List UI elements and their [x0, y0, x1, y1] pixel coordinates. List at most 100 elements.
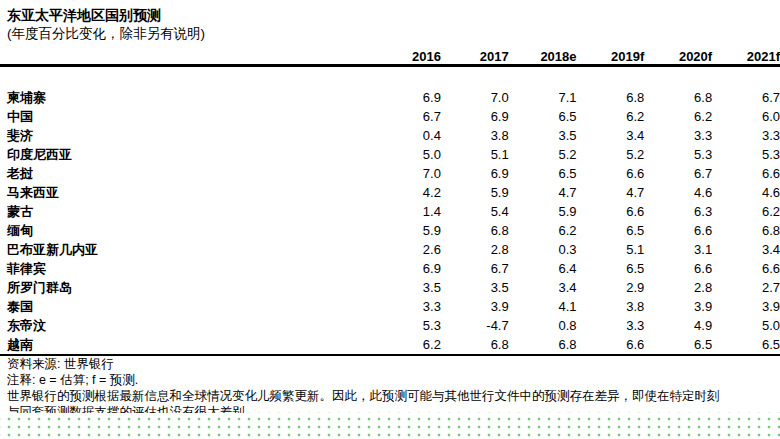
value-cell: 6.8 [441, 221, 509, 240]
country-name: 中国 [0, 107, 373, 126]
value-cell: 3.9 [644, 297, 712, 316]
value-cell: 6.2 [577, 107, 645, 126]
value-cell: 7.0 [441, 66, 509, 108]
country-name: 菲律宾 [0, 259, 373, 278]
disclaimer-line-2-clipped: 与同套预测数据支撑的评估也没有很大差别 [7, 404, 780, 413]
country-name: 泰国 [0, 297, 373, 316]
value-cell: 6.5 [644, 335, 712, 355]
value-cell: 6.2 [644, 107, 712, 126]
value-cell: 1.4 [373, 202, 441, 221]
value-cell: 3.8 [441, 126, 509, 145]
country-name: 印度尼西亚 [0, 145, 373, 164]
value-cell: 6.7 [712, 66, 780, 108]
value-cell: 5.3 [644, 145, 712, 164]
value-cell: 6.7 [644, 164, 712, 183]
value-cell: 3.3 [577, 316, 645, 335]
table-row: 越南6.26.86.86.66.56.5 [0, 335, 780, 355]
value-cell: 6.8 [577, 66, 645, 108]
value-cell: 5.1 [577, 240, 645, 259]
footnotes: 资料来源: 世界银行 注释: e = 估算; f = 预测. 世界银行的预测根据… [7, 356, 780, 413]
value-cell: 6.6 [712, 259, 780, 278]
value-cell: 6.9 [441, 107, 509, 126]
value-cell: 6.9 [373, 66, 441, 108]
value-cell: 6.2 [373, 335, 441, 355]
value-cell: 5.0 [373, 145, 441, 164]
value-cell: 6.6 [577, 335, 645, 355]
forecast-table: 201620172018e2019f2020f2021f 柬埔寨6.97.07.… [0, 43, 780, 356]
year-header: 2016 [373, 43, 441, 66]
country-name: 缅甸 [0, 221, 373, 240]
table-row: 巴布亚新几内亚2.62.80.35.13.13.4 [0, 240, 780, 259]
source-note: 资料来源: 世界银行 [7, 356, 780, 372]
legend-note: 注释: e = 估算; f = 预测. [7, 372, 780, 388]
value-cell: 5.9 [373, 221, 441, 240]
disclaimer-line-1: 世界银行的预测根据最新信息和全球情况变化儿频繁更新。因此，此预测可能与其他世行文… [7, 388, 780, 404]
value-cell: 3.4 [577, 126, 645, 145]
table-row: 菲律宾6.96.76.46.56.66.6 [0, 259, 780, 278]
value-cell: 6.8 [712, 221, 780, 240]
value-cell: 3.3 [373, 297, 441, 316]
report-page: 东亚太平洋地区国别预测 (年度百分比变化，除非另有说明) 20162017201… [0, 0, 780, 439]
value-cell: 5.3 [373, 316, 441, 335]
value-cell: 5.4 [441, 202, 509, 221]
value-cell: 6.7 [441, 259, 509, 278]
value-cell: 6.0 [712, 107, 780, 126]
table-row: 中国6.76.96.56.26.26.0 [0, 107, 780, 126]
table-row: 所罗门群岛3.53.53.42.92.82.7 [0, 278, 780, 297]
value-cell: 4.7 [577, 183, 645, 202]
value-cell: 3.5 [509, 126, 577, 145]
year-header: 2020f [644, 43, 712, 66]
year-header: 2017 [441, 43, 509, 66]
value-cell: 2.9 [577, 278, 645, 297]
value-cell: 6.8 [509, 335, 577, 355]
table-row: 斐济0.43.83.53.43.33.3 [0, 126, 780, 145]
value-cell: 3.4 [712, 240, 780, 259]
table-body: 柬埔寨6.97.07.16.86.86.7中国6.76.96.56.26.26.… [0, 66, 780, 356]
value-cell: 5.9 [441, 183, 509, 202]
value-cell: 3.5 [373, 278, 441, 297]
value-cell: 5.2 [509, 145, 577, 164]
year-header: 2018e [509, 43, 577, 66]
value-cell: 2.6 [373, 240, 441, 259]
value-cell: 6.3 [644, 202, 712, 221]
value-cell: 3.8 [577, 297, 645, 316]
value-cell: 3.3 [644, 126, 712, 145]
page-subtitle: (年度百分比变化，除非另有说明) [7, 25, 780, 43]
value-cell: 5.2 [577, 145, 645, 164]
value-cell: 0.8 [509, 316, 577, 335]
country-name: 越南 [0, 335, 373, 355]
table-header-row: 201620172018e2019f2020f2021f [0, 43, 780, 66]
value-cell: 6.8 [644, 66, 712, 108]
green-dot-grid-pattern [0, 412, 780, 439]
country-name: 柬埔寨 [0, 66, 373, 108]
value-cell: 5.1 [441, 145, 509, 164]
value-cell: 2.7 [712, 278, 780, 297]
value-cell: 5.3 [712, 145, 780, 164]
country-name: 老挝 [0, 164, 373, 183]
table-row: 蒙古1.45.45.96.66.36.2 [0, 202, 780, 221]
value-cell: 6.8 [441, 335, 509, 355]
value-cell: 6.5 [712, 335, 780, 355]
page-title: 东亚太平洋地区国别预测 [7, 6, 780, 25]
value-cell: 6.5 [577, 221, 645, 240]
table-row: 柬埔寨6.97.07.16.86.86.7 [0, 66, 780, 108]
value-cell: 7.1 [509, 66, 577, 108]
table-row: 老挝7.06.96.56.66.76.6 [0, 164, 780, 183]
value-cell: 6.2 [509, 221, 577, 240]
value-cell: 4.6 [712, 183, 780, 202]
value-cell: 0.3 [509, 240, 577, 259]
value-cell: 6.5 [577, 259, 645, 278]
value-cell: 6.6 [712, 164, 780, 183]
value-cell: -4.7 [441, 316, 509, 335]
value-cell: 6.5 [509, 164, 577, 183]
table-row: 印度尼西亚5.05.15.25.25.35.3 [0, 145, 780, 164]
country-name: 巴布亚新几内亚 [0, 240, 373, 259]
year-header: 2021f [712, 43, 780, 66]
value-cell: 4.2 [373, 183, 441, 202]
value-cell: 6.4 [509, 259, 577, 278]
value-cell: 4.1 [509, 297, 577, 316]
country-name: 蒙古 [0, 202, 373, 221]
country-name: 斐济 [0, 126, 373, 145]
value-cell: 6.9 [441, 164, 509, 183]
value-cell: 3.9 [441, 297, 509, 316]
